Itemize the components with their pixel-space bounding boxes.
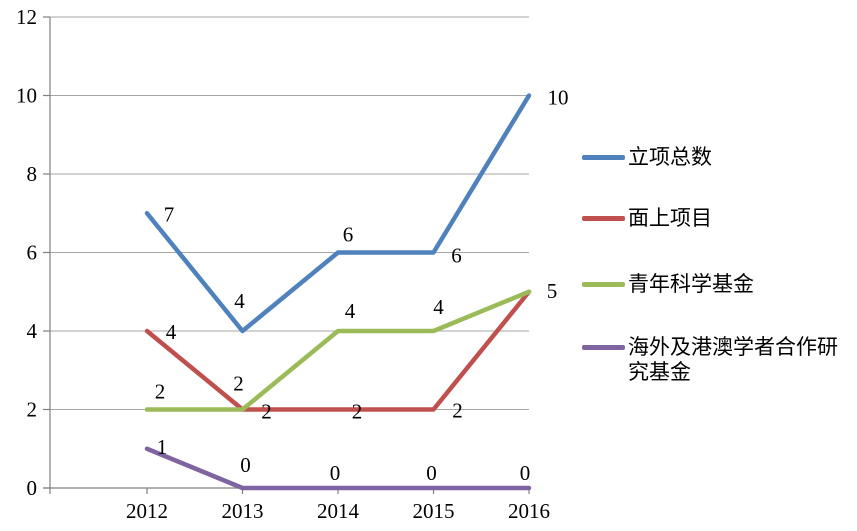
data-label-series-0-point-0: 7 [164, 202, 175, 226]
y-axis-label-12: 12 [16, 5, 37, 29]
x-axis-label-2013: 2013 [222, 499, 264, 523]
data-label-series-2-point-2: 4 [345, 299, 356, 323]
data-label-series-3-point-3: 0 [426, 461, 437, 485]
data-label-series-0-point-1: 4 [234, 289, 245, 313]
data-label-series-0-point-3: 6 [451, 244, 462, 268]
y-axis-label-10: 10 [16, 84, 37, 108]
data-label-series-2-point-0: 2 [155, 380, 166, 404]
data-label-series-0-point-4: 10 [548, 86, 569, 110]
series-line-3 [144, 446, 532, 491]
data-label-series-2-point-3: 4 [433, 295, 444, 319]
y-axis-label-0: 0 [27, 476, 38, 500]
x-axis-label-2015: 2015 [413, 499, 455, 523]
series-line-1 [144, 289, 532, 412]
data-label-series-1-point-2: 2 [352, 400, 363, 424]
series-line-2 [144, 289, 532, 412]
data-label-series-2-point-1: 2 [233, 372, 244, 396]
series-line-0 [144, 93, 532, 334]
y-axis-label-2: 2 [27, 398, 38, 422]
data-label-series-1-point-0: 4 [166, 320, 177, 344]
x-axis-label-2014: 2014 [317, 499, 360, 523]
x-axis-label-2012: 2012 [126, 499, 168, 523]
data-label-series-0-point-2: 6 [343, 223, 354, 247]
y-axis-label-6: 6 [27, 241, 38, 265]
data-label-series-1-point-4: 5 [547, 279, 558, 303]
data-label-series-3-point-0: 1 [157, 435, 168, 459]
y-axis-label-4: 4 [27, 319, 38, 343]
y-axis-label-8: 8 [27, 162, 38, 186]
data-label-series-3-point-1: 0 [240, 453, 251, 477]
data-label-series-1-point-1: 2 [261, 400, 272, 424]
data-label-series-3-point-2: 0 [330, 461, 341, 485]
data-label-series-1-point-3: 2 [452, 399, 463, 423]
data-label-series-3-point-4: 0 [520, 461, 531, 485]
x-axis-label-2016: 2016 [508, 499, 550, 523]
